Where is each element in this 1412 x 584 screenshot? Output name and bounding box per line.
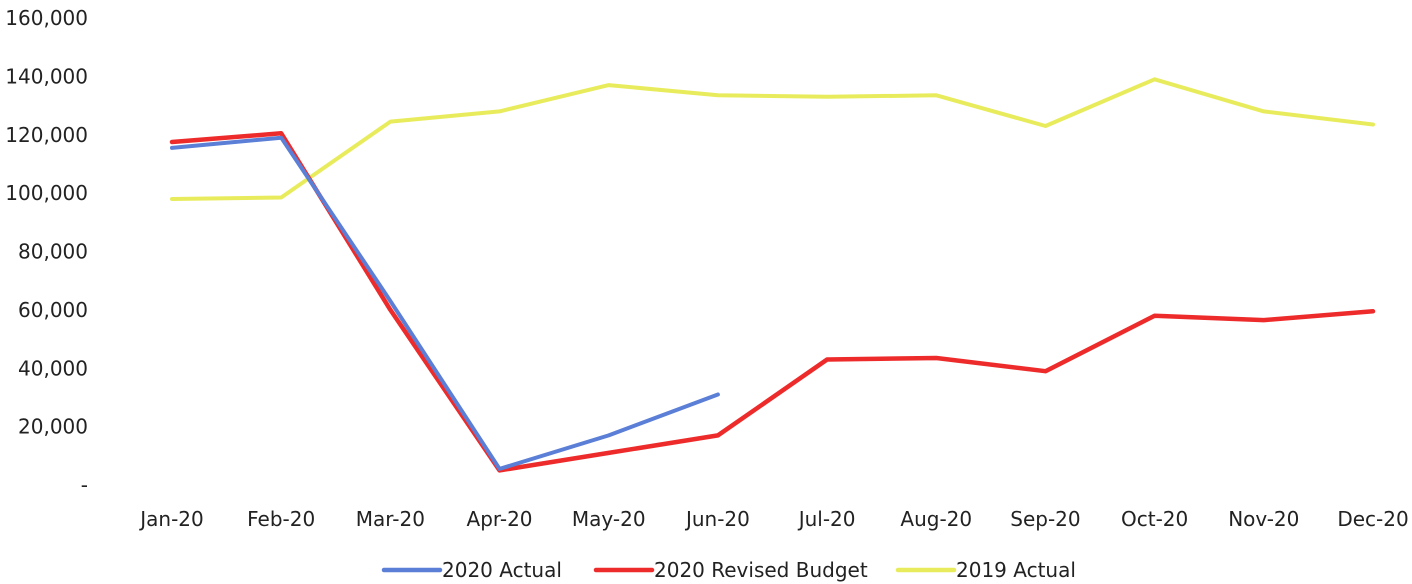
y-tick-label: 120,000: [5, 123, 88, 147]
y-tick-label: 60,000: [18, 298, 88, 322]
x-tick-label: Nov-20: [1228, 507, 1299, 531]
series-line-2020-actual: [170, 135, 720, 471]
x-tick-label: May-20: [572, 507, 646, 531]
y-tick-label: 80,000: [18, 240, 88, 264]
y-tick-label: 20,000: [18, 415, 88, 439]
legend-label: 2020 Revised Budget: [654, 558, 868, 582]
legend-label: 2020 Actual: [442, 558, 562, 582]
x-tick-label: Jul-20: [797, 507, 856, 531]
x-tick-label: Oct-20: [1121, 507, 1188, 531]
legend-label: 2019 Actual: [956, 558, 1076, 582]
x-tick-label: Sep-20: [1010, 507, 1080, 531]
x-tick-label: Jun-20: [684, 507, 750, 531]
series-layer: [169, 77, 1376, 473]
legend: 2020 Actual 2020 Revised Budget 2019 Actua…: [381, 558, 1076, 582]
series-line-2019-actual: [170, 77, 1375, 201]
legend-item-2020-revised-budget: 2020 Revised Budget: [593, 558, 868, 582]
legend-item-2019-actual: 2019 Actual: [895, 558, 1076, 582]
legend-item-2020-actual: 2020 Actual: [381, 558, 562, 582]
series-line-2020-revised-budget: [169, 131, 1376, 473]
y-axis: - 20,000 40,000 60,000 80,000 100,000 120,000 1…: [5, 6, 88, 497]
x-tick-label: Jan-20: [138, 507, 204, 531]
y-tick-label: 160,000: [5, 6, 88, 30]
x-tick-label: Aug-20: [900, 507, 972, 531]
y-tick-label: 100,000: [5, 181, 88, 205]
x-axis: Jan-20 Feb-20 Mar-20 Apr-20 May-20 Jun-20 Jul-…: [138, 507, 1408, 531]
y-tick-label: 40,000: [18, 356, 88, 380]
x-tick-label: Mar-20: [356, 507, 425, 531]
y-tick-label: -: [81, 473, 88, 497]
x-tick-label: Feb-20: [247, 507, 315, 531]
x-tick-label: Dec-20: [1337, 507, 1408, 531]
x-tick-label: Apr-20: [467, 507, 533, 531]
y-tick-label: 140,000: [5, 64, 88, 88]
